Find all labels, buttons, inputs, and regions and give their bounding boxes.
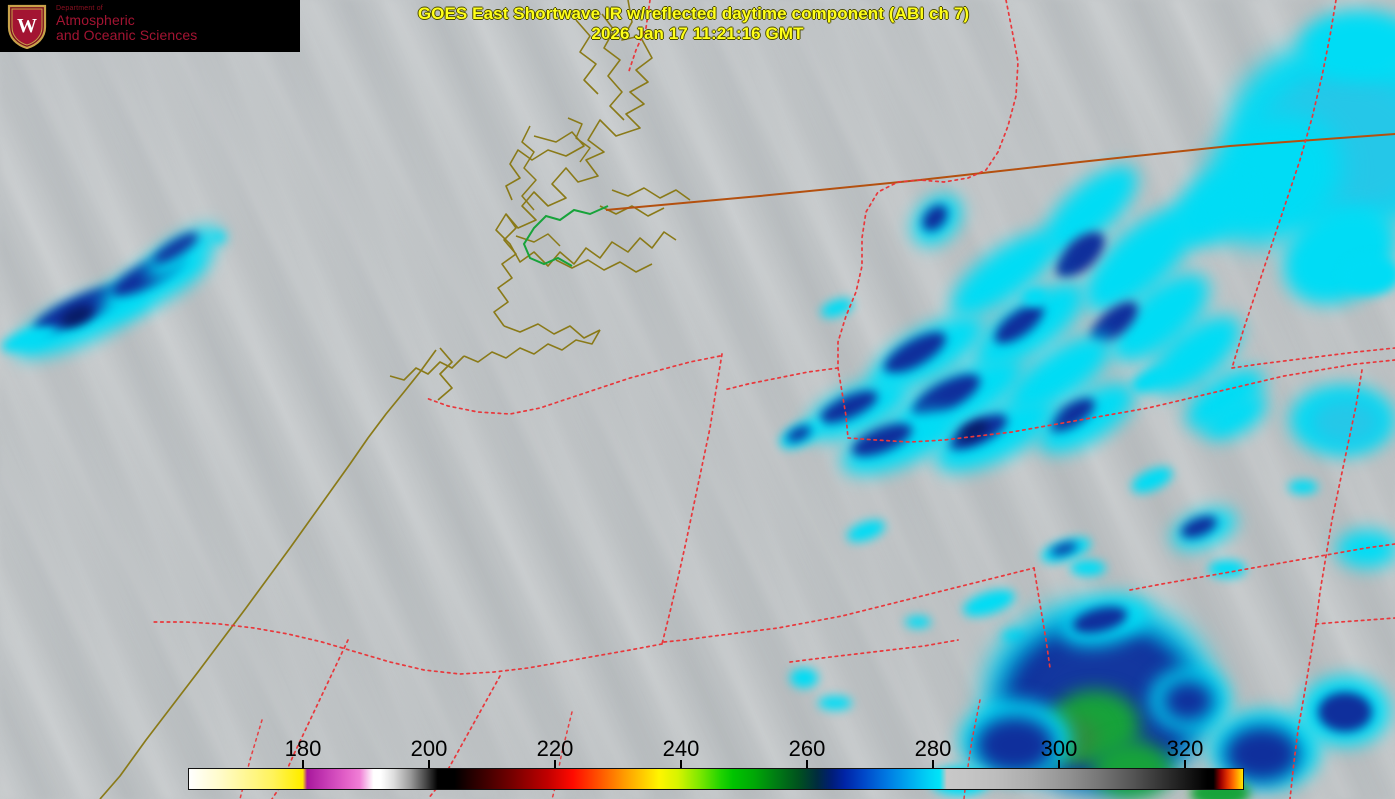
colorbar-tick-label-300: 300 (1040, 736, 1078, 761)
colorbar-tick-mark-220 (554, 760, 556, 768)
colorbar-tick-label-180: 180 (284, 736, 322, 761)
colorbar-tick-mark-300 (1058, 760, 1060, 768)
colorbar-tick-mark-320 (1184, 760, 1186, 768)
colorbar-tick-label-280: 280 (914, 736, 952, 761)
highlighted-border-green (522, 205, 609, 267)
colorbar-tick-label-220: 220 (536, 736, 574, 761)
state-borders-dotted (151, 0, 1395, 799)
colorbar: 180 200 220 240 260 280 300 320 (188, 736, 1244, 792)
coastline-alaska-peninsula (99, 347, 453, 799)
colorbar-tick-label-260: 260 (788, 736, 826, 761)
colorbar-gradient (188, 768, 1244, 790)
colorbar-tick-mark-200 (428, 760, 430, 768)
uw-crest-icon: W (7, 4, 47, 49)
colorbar-tick-marks (188, 760, 1244, 768)
logo-text-block: Department of Atmospheric and Oceanic Sc… (56, 4, 197, 43)
coastline-alaska (389, 0, 691, 381)
colorbar-tick-mark-240 (680, 760, 682, 768)
colorbar-tick-label-320: 320 (1166, 736, 1204, 761)
colorbar-tick-mark-260 (806, 760, 808, 768)
colorbar-tick-mark-280 (932, 760, 934, 768)
colorbar-tick-label-240: 240 (662, 736, 700, 761)
international-border (605, 133, 1395, 211)
colorbar-tick-mark-180 (302, 760, 304, 768)
colorbar-tick-label-200: 200 (410, 736, 448, 761)
svg-text:W: W (17, 15, 37, 37)
uw-aos-logo: W Department of Atmospheric and Oceanic … (0, 0, 300, 52)
logo-line-1: Atmospheric (56, 12, 135, 28)
logo-line-2: and Oceanic Sciences (56, 27, 198, 43)
logo-department-label: Department of (56, 5, 103, 12)
colorbar-tick-labels: 180 200 220 240 260 280 300 320 (188, 736, 1244, 761)
coastline-interior-detail (515, 117, 591, 247)
